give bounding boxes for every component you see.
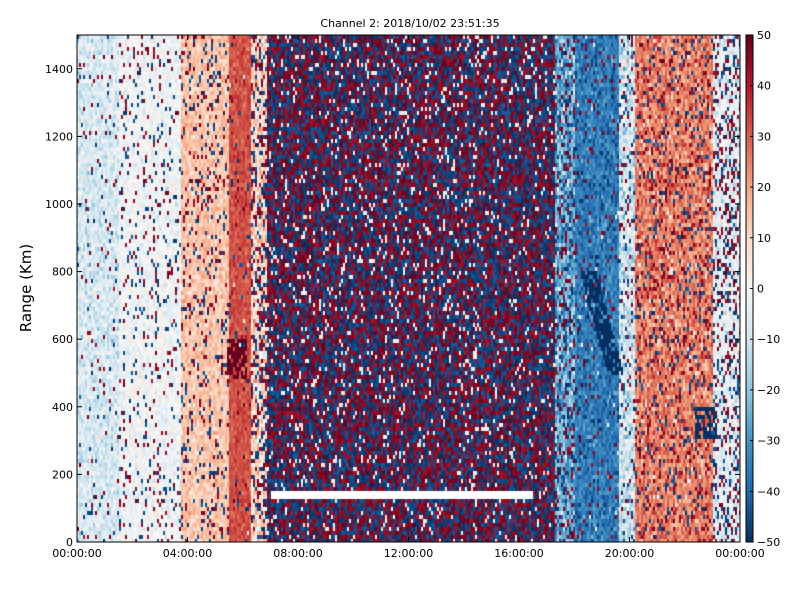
colorbar-gradient — [746, 35, 753, 542]
x-tick-label: 00:00:00 — [52, 547, 101, 560]
colorbar-tick-label: 40 — [757, 80, 771, 93]
colorbar-ticks: −50 −40 −30 −20 −10 0 10 20 30 40 50 — [750, 29, 780, 549]
x-tick-label: 12:00:00 — [384, 547, 433, 560]
colorbar: −50 −40 −30 −20 −10 0 10 20 30 40 50 — [745, 29, 780, 549]
y-tick-label: 1400 — [45, 63, 73, 76]
colorbar-tick-label: 0 — [757, 283, 764, 296]
y-axis: 0 200 400 600 800 1000 1200 1400 — [45, 63, 740, 549]
colorbar-tick-label: 20 — [757, 181, 771, 194]
y-tick-label: 1000 — [45, 198, 73, 211]
x-tick-label: 04:00:00 — [163, 547, 212, 560]
x-axis: 00:00:00 04:00:00 08:00:00 12:00:00 16:00:00… — [52, 35, 765, 560]
heatmap-cells — [77, 35, 740, 542]
colorbar-tick-label: −10 — [757, 333, 780, 346]
y-tick-label: 800 — [52, 266, 73, 279]
chart-title: Channel 2: 2018/10/02 23:51:35 — [320, 17, 499, 30]
y-axis-label: Range (Km) — [17, 244, 35, 332]
heatmap-plot-area — [76, 34, 741, 543]
x-tick-label: 00:00:00 — [715, 547, 764, 560]
y-tick-label: 400 — [52, 401, 73, 414]
x-tick-label: 08:00:00 — [273, 547, 322, 560]
colorbar-tick-label: −30 — [757, 435, 780, 448]
y-tick-label: 0 — [66, 536, 73, 549]
x-tick-label: 20:00:00 — [605, 547, 654, 560]
y-tick-label: 1200 — [45, 130, 73, 143]
x-tick-label: 16:00:00 — [494, 547, 543, 560]
y-tick-label: 600 — [52, 333, 73, 346]
colorbar-tick-label: 10 — [757, 232, 771, 245]
colorbar-tick-label: 50 — [757, 29, 771, 42]
colorbar-tick-label: −40 — [757, 485, 780, 498]
colorbar-tick-label: 30 — [757, 130, 771, 143]
colorbar-tick-label: −20 — [757, 384, 780, 397]
y-tick-label: 200 — [52, 468, 73, 481]
colorbar-tick-label: −50 — [757, 536, 780, 549]
